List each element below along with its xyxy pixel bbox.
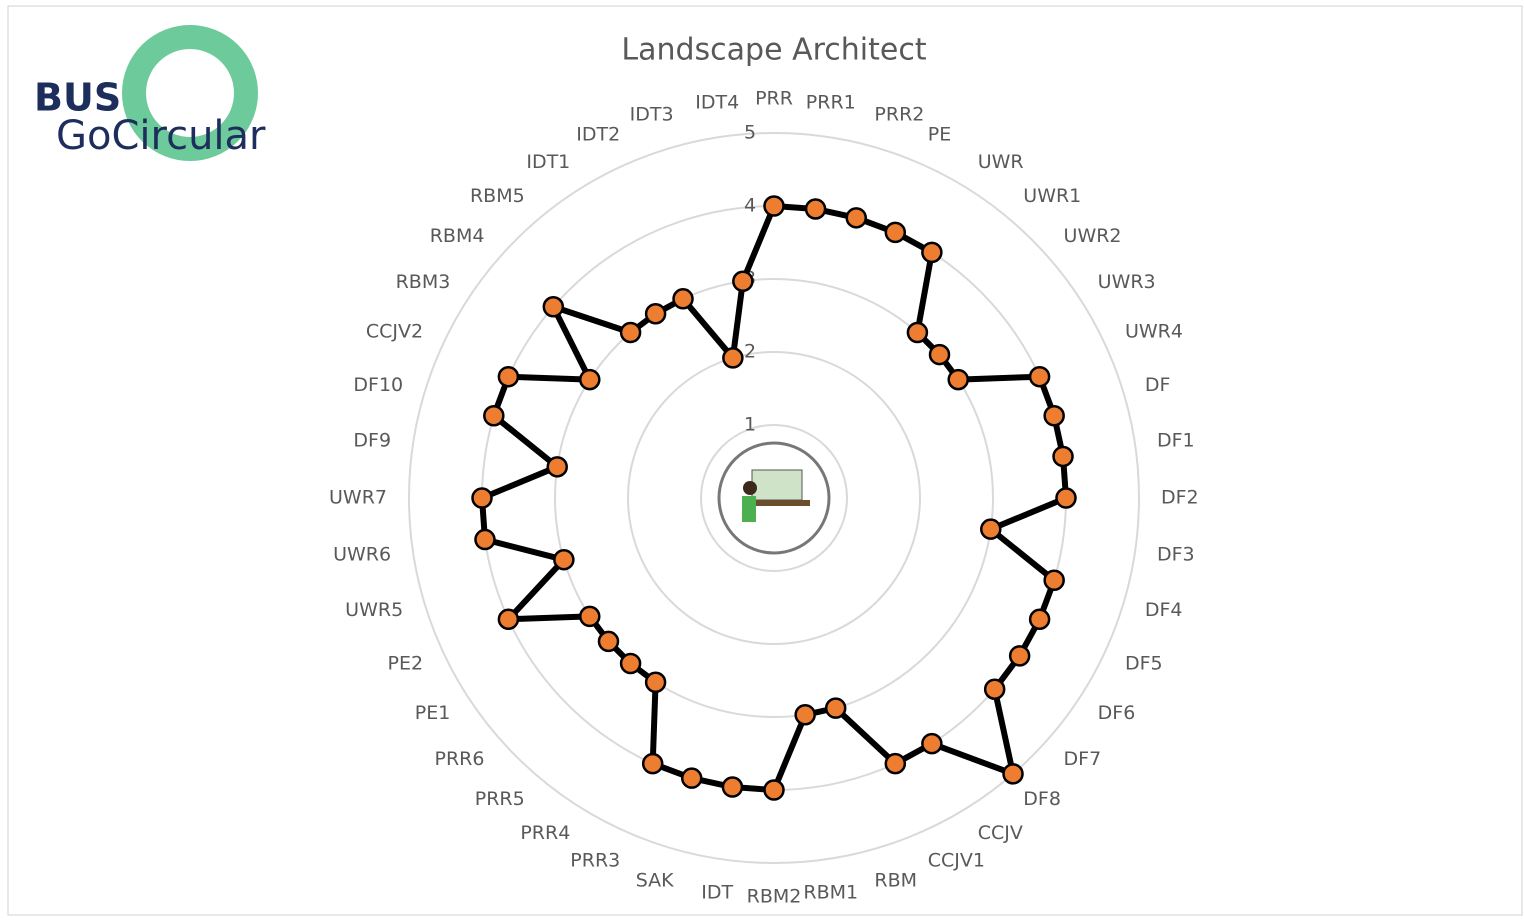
category-label: PRR1 xyxy=(806,92,856,114)
data-point xyxy=(723,348,742,367)
data-point xyxy=(922,243,941,262)
category-label: CCJV2 xyxy=(366,321,423,343)
category-label: DF7 xyxy=(1064,748,1102,770)
data-point xyxy=(733,272,752,291)
data-point xyxy=(475,530,494,549)
category-label: DF10 xyxy=(353,374,403,396)
data-point xyxy=(646,304,665,323)
category-label: PRR xyxy=(755,88,793,110)
category-label: PRR6 xyxy=(435,748,485,770)
data-point xyxy=(1054,447,1073,466)
category-label: RBM4 xyxy=(430,225,485,247)
category-label: UWR7 xyxy=(329,487,387,509)
category-label: CCJV xyxy=(978,822,1023,844)
category-label: CCJV1 xyxy=(928,849,985,871)
data-point xyxy=(922,734,941,753)
category-label: DF4 xyxy=(1145,599,1183,621)
category-label: DF9 xyxy=(353,430,391,452)
category-label: RBM xyxy=(874,869,917,891)
data-point xyxy=(643,754,662,773)
data-point xyxy=(1004,764,1023,783)
category-label: DF6 xyxy=(1098,702,1136,724)
category-label: DF5 xyxy=(1125,652,1163,674)
category-label: PRR5 xyxy=(475,788,525,810)
category-label: SAK xyxy=(636,869,674,891)
data-point xyxy=(599,632,618,651)
data-point xyxy=(473,489,492,508)
data-point xyxy=(1030,367,1049,386)
category-label: UWR2 xyxy=(1064,225,1122,247)
category-label: DF2 xyxy=(1161,487,1199,509)
center-image xyxy=(719,443,829,553)
data-point xyxy=(499,367,518,386)
category-label: RBM1 xyxy=(803,881,858,903)
data-point xyxy=(580,607,599,626)
data-point xyxy=(985,680,1004,699)
data-point xyxy=(723,778,742,797)
r-tick-label: 4 xyxy=(744,195,756,217)
data-point xyxy=(621,654,640,673)
data-point xyxy=(930,345,949,364)
data-point xyxy=(949,370,968,389)
category-label: UWR xyxy=(978,151,1024,173)
category-label: PRR2 xyxy=(874,104,924,126)
category-label: UWR3 xyxy=(1098,271,1156,293)
category-label: RBM3 xyxy=(396,271,451,293)
category-label: DF xyxy=(1145,374,1171,396)
category-label: UWR6 xyxy=(333,543,391,565)
category-label: IDT1 xyxy=(526,151,570,173)
category-label: PE1 xyxy=(415,702,451,724)
data-point xyxy=(796,705,815,724)
data-point xyxy=(544,297,563,316)
category-label: DF1 xyxy=(1157,430,1195,452)
category-label: RBM2 xyxy=(747,886,802,908)
data-point xyxy=(765,197,784,216)
chart-title: Landscape Architect xyxy=(621,33,926,68)
data-point xyxy=(682,769,701,788)
category-label: IDT3 xyxy=(630,104,674,126)
data-point xyxy=(621,323,640,342)
data-point xyxy=(554,550,573,569)
data-point xyxy=(886,754,905,773)
category-label: PRR3 xyxy=(570,849,620,871)
data-point xyxy=(1057,489,1076,508)
category-label: IDT xyxy=(701,881,733,903)
data-point xyxy=(1045,571,1064,590)
r-tick-label: 1 xyxy=(744,414,756,436)
chart: BUS GoCircular Landscape Architect 12345… xyxy=(0,0,1524,917)
category-label: UWR1 xyxy=(1023,185,1081,207)
r-tick-label: 5 xyxy=(744,122,756,144)
category-label: DF3 xyxy=(1157,543,1195,565)
category-label: IDT2 xyxy=(576,124,620,146)
data-point xyxy=(826,699,845,718)
data-point xyxy=(484,406,503,425)
category-label: IDT4 xyxy=(695,92,739,114)
r-tick-label: 2 xyxy=(744,341,756,363)
data-point xyxy=(847,208,866,227)
data-point xyxy=(548,457,567,476)
data-point xyxy=(981,520,1000,539)
data-point xyxy=(886,223,905,242)
data-point xyxy=(646,673,665,692)
data-point xyxy=(499,610,518,629)
data-point xyxy=(1030,610,1049,629)
data-point xyxy=(908,323,927,342)
page: BUS GoCircular Landscape Architect 12345… xyxy=(0,0,1524,921)
category-label: DF8 xyxy=(1023,788,1061,810)
data-point xyxy=(1045,406,1064,425)
category-label: UWR4 xyxy=(1125,321,1183,343)
category-label: UWR5 xyxy=(345,599,403,621)
data-point xyxy=(765,781,784,800)
data-point xyxy=(580,370,599,389)
category-label: PE xyxy=(928,124,951,146)
data-point xyxy=(806,199,825,218)
category-label: PE2 xyxy=(387,652,423,674)
category-label: PRR4 xyxy=(520,822,570,844)
logo-text: GoCircular xyxy=(56,113,266,159)
data-point xyxy=(1010,646,1029,665)
data-point xyxy=(674,289,693,308)
category-label: RBM5 xyxy=(470,185,525,207)
